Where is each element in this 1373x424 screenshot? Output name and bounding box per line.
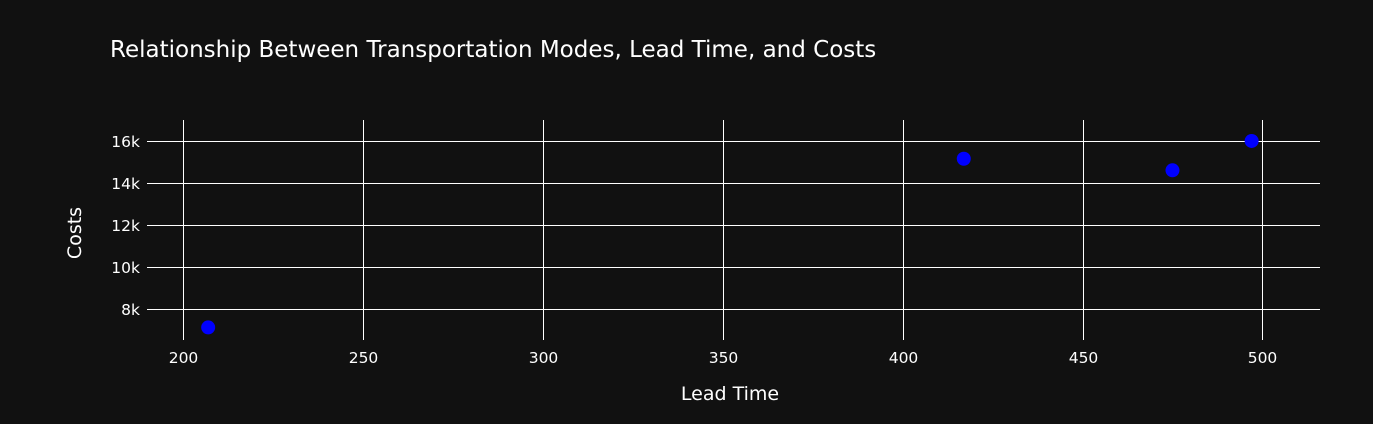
y-axis-title: Costs (64, 207, 86, 259)
scatter-point[interactable] (1165, 163, 1180, 178)
y-axis-ticks: 8k 10k 12k 14k 16k (111, 133, 140, 319)
y-tick-label: 10k (111, 259, 140, 277)
x-axis-ticks: 200 250 300 350 400 450 500 (169, 349, 1278, 367)
y-tick-label: 16k (111, 133, 140, 151)
y-tick-label: 8k (121, 301, 140, 319)
x-gridlines (183, 120, 1263, 340)
x-tick-label: 200 (169, 349, 199, 367)
x-tick-label: 250 (349, 349, 379, 367)
x-tick-label: 450 (1069, 349, 1099, 367)
x-tick-label: 350 (709, 349, 739, 367)
y-tick-label: 14k (111, 175, 140, 193)
y-gridlines (147, 141, 1320, 310)
data-points (201, 133, 1259, 335)
x-tick-label: 400 (889, 349, 919, 367)
scatter-point[interactable] (956, 151, 971, 166)
x-axis-title: Lead Time (681, 383, 779, 405)
scatter-point[interactable] (1244, 133, 1259, 148)
x-tick-label: 500 (1248, 349, 1278, 367)
scatter-point[interactable] (201, 320, 216, 335)
chart-title: Relationship Between Transportation Mode… (110, 37, 876, 63)
y-tick-label: 12k (111, 217, 140, 235)
x-tick-label: 300 (529, 349, 559, 367)
